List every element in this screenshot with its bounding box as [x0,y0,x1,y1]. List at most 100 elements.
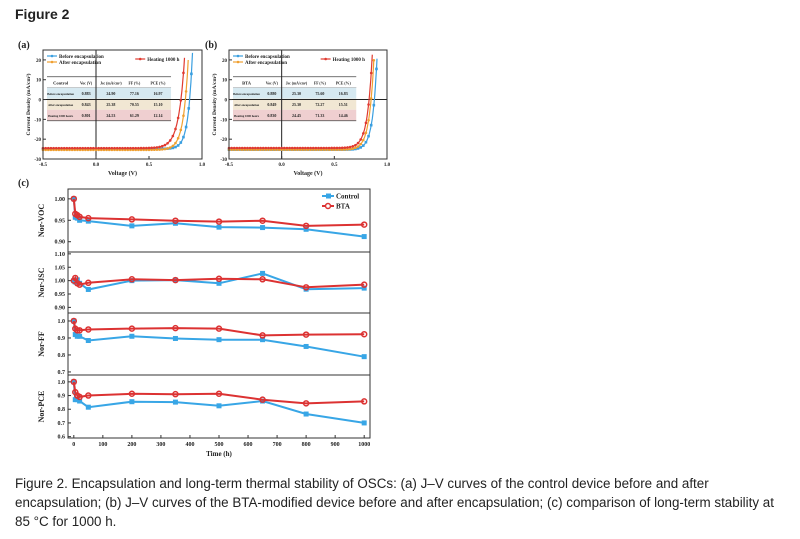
series-line [72,320,365,337]
series-bta [70,195,368,230]
jv-marker [184,125,188,129]
figure-title: Figure 2 [15,6,70,22]
jv-marker [309,146,312,150]
jv-marker [340,146,344,150]
data-point [259,396,266,403]
jv-marker [168,146,172,149]
jv-marker [346,146,349,149]
jv-marker [176,136,180,140]
jv-marker [70,146,74,150]
x-tick-label: 500 [215,442,224,448]
jv-marker [269,146,273,150]
data-point [216,403,222,409]
table-cell: 0.830 [267,113,276,118]
table-header-cell: PCE (%) [336,81,352,85]
jv-marker [251,146,254,150]
jv-marker [174,145,177,149]
x-tick-label: 0.5 [331,163,338,168]
table-header-cell: Jsc (mA/cm²) [286,81,308,85]
data-point [172,390,179,398]
subplot-nor-ff: 0.7 0.8 0.9 1.0 Nor-FF [37,312,371,376]
jv-marker [311,146,315,150]
data-point [129,223,135,229]
table-cell: 15.10 [153,102,162,107]
data-point [303,411,309,417]
jv-marker [113,146,116,150]
y-tick-label: -10 [34,118,41,123]
y-tick-label: -20 [220,138,227,143]
jv-marker [54,146,58,150]
data-point [85,326,92,333]
data-point [361,420,367,426]
data-point [85,404,91,410]
table-cell: Before encapsulation [47,92,74,96]
y-tick-label: -10 [220,118,227,123]
jv-marker [126,146,130,150]
data-point [215,275,223,283]
jv-marker [346,148,349,151]
table-row-bg [233,109,357,121]
jv-marker [359,138,362,141]
jv-marker [343,146,347,149]
table-cell: 24.90 [106,91,115,96]
jv-marker [264,146,268,150]
table-row-bg [233,98,357,110]
legend-label: After encapsulation [59,61,101,66]
data-point [72,274,79,282]
series-bta [70,317,368,339]
jv-marker [338,146,341,150]
jv-marker [240,146,244,150]
jv-series-2 [41,57,186,150]
jv-marker [317,146,320,150]
x-axis-label: Voltage (V) [108,170,137,177]
panel-label: (c) [18,178,29,189]
jv-marker [182,114,185,117]
table-cell: 72.27 [315,102,324,107]
x-tick-label: 1.0 [199,163,206,168]
jv-marker [105,146,108,150]
y-tick-label: 20 [222,59,228,64]
table-cell: 12.14 [153,113,162,118]
jv-marker [256,146,260,150]
data-point [259,276,266,283]
jv-marker [129,146,132,150]
x-tick-label: 0 [72,442,75,448]
table-cell: Heating 1000 hours [48,114,74,118]
data-point [302,331,310,338]
data-point [361,234,367,240]
table-row-bg [47,87,172,99]
data-point [215,218,223,225]
data-point [129,399,135,405]
data-point [76,281,83,288]
jv-marker [158,145,161,149]
legend-marker [236,54,240,58]
series-line [72,198,365,238]
jv-marker [351,147,355,150]
x-tick-label: 600 [244,442,253,448]
data-point [216,280,222,286]
jv-marker [68,146,71,150]
panel-label: (a) [18,40,30,51]
y-tick-label: 0.90 [55,305,66,311]
jv-marker [142,146,145,150]
x-tick-label: -0.5 [39,163,47,168]
data-point [216,337,222,343]
jv-marker [163,143,167,147]
axes-frame [42,49,203,160]
jv-marker [301,146,305,150]
x-tick-label: 0.0 [93,163,100,168]
table-cell: 0.883 [82,91,91,96]
jv-marker [179,141,183,144]
x-axis-label: Time (h) [206,450,232,458]
data-point [85,338,91,344]
x-tick-label: 0.5 [146,163,153,168]
table-cell: 70.55 [130,102,139,107]
data-point [361,285,367,291]
jv-marker [65,146,69,150]
legend-label: After encapsulation [245,61,287,66]
jv-marker [190,72,193,76]
jv-marker [290,146,294,150]
jv-marker [351,145,355,148]
legend-label: BTA [336,203,350,211]
